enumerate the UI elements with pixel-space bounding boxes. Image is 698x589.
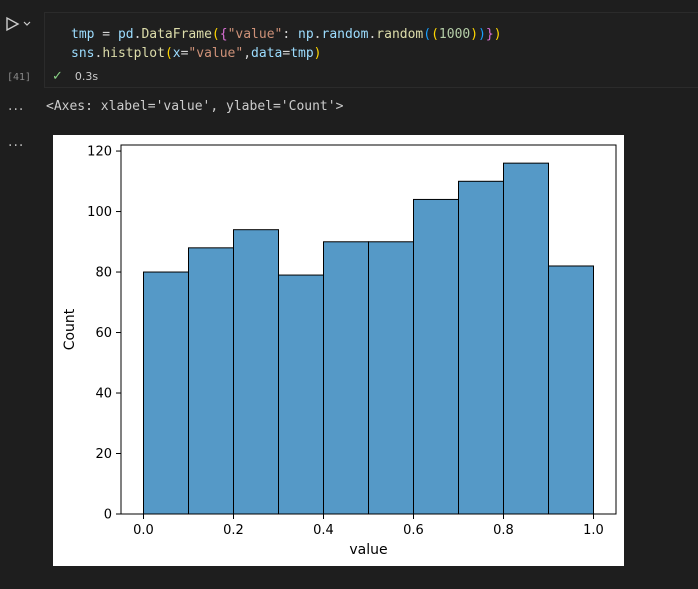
execution-count: [41] — [7, 72, 32, 83]
histogram-bar — [368, 241, 414, 515]
code-token: = — [94, 27, 118, 42]
code-token: ) — [470, 27, 479, 42]
histogram-bar — [188, 247, 234, 515]
check-icon: ✓ — [52, 69, 63, 84]
output-text: <Axes: xlabel='value', ylabel='Count'> — [46, 99, 344, 114]
code-token: "value" — [188, 46, 244, 61]
code-token: : — [282, 27, 299, 42]
code-token: 1000 — [438, 27, 471, 42]
histogram-chart: 0.0 0.2 0.4 0.6 0.8 1.0 0 20 40 60 80 100 120 value Co… — [62, 144, 617, 558]
x-tick-label: 0.6 — [403, 523, 424, 538]
code-token: sns — [71, 46, 95, 61]
y-tick-label: 100 — [87, 205, 112, 220]
code-token: { — [219, 27, 228, 42]
code-token: ) — [478, 27, 486, 42]
x-tick-label: 0.0 — [133, 523, 154, 538]
code-token: ( — [164, 46, 173, 61]
code-token: x — [172, 46, 181, 61]
histogram-bar — [413, 198, 459, 515]
run-cell-button[interactable] — [4, 15, 40, 33]
histogram-output: 0.0 0.2 0.4 0.6 0.8 1.0 0 20 40 60 80 100 120 value Co… — [53, 135, 624, 566]
code-token: . — [368, 27, 377, 42]
code-token: data — [251, 46, 283, 61]
code-token: "value" — [227, 27, 283, 42]
code-token: , — [243, 46, 252, 61]
code-token: pd — [117, 27, 134, 42]
code-token: . — [133, 27, 142, 42]
output-more-icon[interactable]: ... — [8, 134, 25, 150]
x-tick-label: 0.8 — [493, 523, 514, 538]
code-token: DataFrame — [141, 27, 212, 42]
execution-status: ✓ 0.3s — [52, 69, 98, 84]
code-token: ( — [211, 27, 220, 42]
run-icon[interactable] — [4, 15, 32, 33]
code-token: random — [321, 27, 369, 42]
code-token: tmp — [71, 27, 95, 42]
histogram-bar — [233, 229, 279, 515]
code-token: } — [485, 27, 494, 42]
x-axis-label: value — [349, 542, 387, 558]
x-tick-label: 0.2 — [223, 523, 244, 538]
y-axis-label: Count — [62, 308, 78, 350]
code-token: . — [313, 27, 322, 42]
execution-time: 0.3s — [74, 70, 99, 83]
y-tick-label: 40 — [95, 387, 112, 402]
code-token: = — [180, 46, 189, 61]
y-tick-label: 120 — [87, 145, 112, 160]
y-tick-label: 60 — [95, 326, 112, 341]
y-tick-label: 20 — [95, 447, 112, 462]
x-tick-label: 1.0 — [583, 523, 604, 538]
code-token: histplot — [102, 46, 165, 61]
code-token: random — [376, 27, 424, 42]
y-tick-label: 0 — [104, 508, 112, 523]
histogram-bar — [458, 180, 504, 515]
output-more-icon[interactable]: ... — [8, 98, 25, 114]
code-token: ) — [313, 46, 322, 61]
code-token: . — [94, 46, 103, 61]
code-token: = — [282, 46, 291, 61]
histogram-bar — [548, 265, 594, 515]
code-token: ( — [423, 27, 432, 42]
code-token: tmp — [290, 46, 314, 61]
y-tick-label: 80 — [95, 266, 112, 281]
axes-frame — [120, 144, 617, 515]
histogram-bar — [143, 271, 189, 515]
code-token: np — [298, 27, 314, 42]
histogram-bar — [278, 274, 324, 515]
code-line[interactable]: sns.histplot(x="value",data=tmp) — [71, 45, 322, 63]
x-tick-label: 0.4 — [313, 523, 334, 538]
histogram-bar — [503, 162, 549, 515]
code-line[interactable]: tmp = pd.DataFrame({"value": np.random.r… — [71, 26, 502, 44]
histogram-bar — [323, 241, 369, 515]
code-editor[interactable]: tmp = pd.DataFrame({"value": np.random.r… — [44, 12, 698, 88]
code-token: ( — [431, 27, 439, 42]
code-token: ) — [493, 27, 502, 42]
